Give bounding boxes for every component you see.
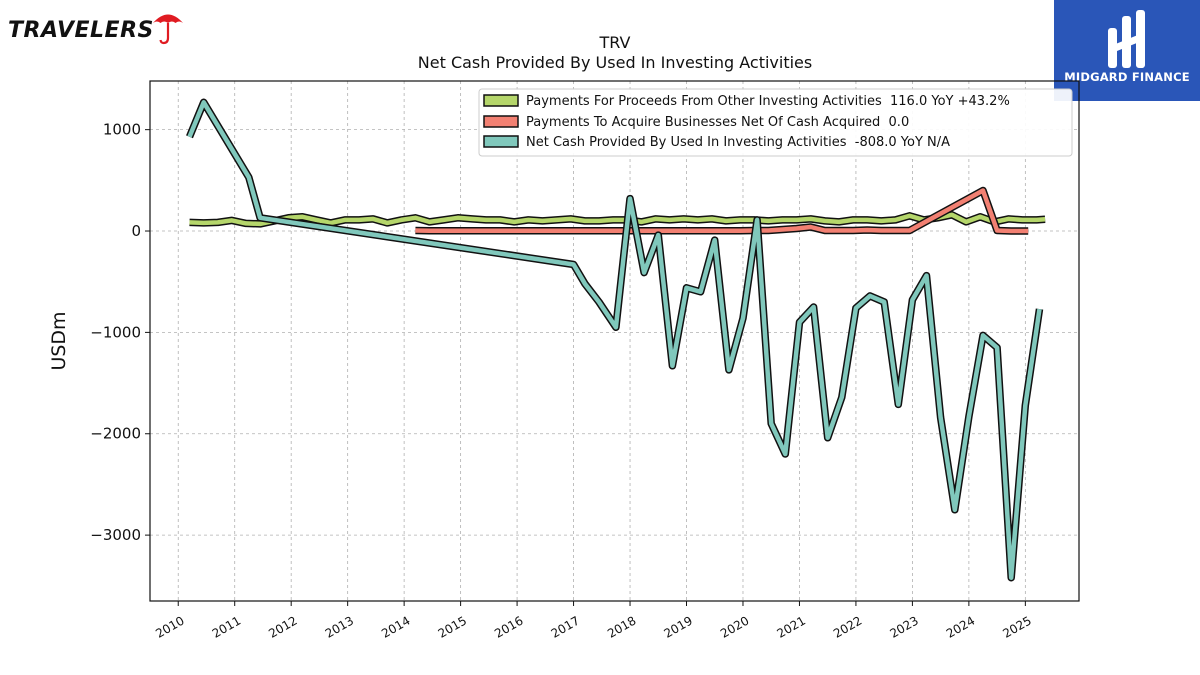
x-tick-label: 2017 [549, 613, 582, 640]
x-tick-label: 2015 [436, 613, 469, 640]
grid [150, 81, 1079, 601]
travelers-wordmark: TRAVELERS [8, 18, 154, 43]
x-tick-label: 2020 [718, 613, 751, 640]
y-tick-label: 1000 [103, 121, 141, 139]
x-tick-label: 2024 [944, 613, 977, 640]
x-tick-label: 2011 [210, 613, 243, 640]
x-tick-label: 2016 [492, 613, 525, 640]
midgard-wordmark: MIDGARD FINANCE [1064, 70, 1190, 84]
series-outline-net-cash-provided-by-used-in-investing-activities [186, 98, 1044, 582]
x-tick-label: 2018 [605, 613, 638, 640]
midgard-logo-icon [1102, 10, 1152, 70]
y-axis-label: USDm [48, 311, 70, 370]
legend-item: Net Cash Provided By Used In Investing A… [483, 135, 950, 150]
legend-box [478, 88, 1073, 157]
legend-item: Payments To Acquire Businesses Net Of Ca… [483, 115, 909, 130]
x-tick-label: 2021 [774, 613, 807, 640]
legend-label-payments-other: Payments For Proceeds From Other Investi… [526, 94, 1010, 109]
travelers-logo: TRAVELERS [8, 8, 186, 48]
x-tick-label: 2013 [323, 613, 356, 640]
series-lines [186, 98, 1046, 582]
y-tick-label: 0 [131, 222, 141, 240]
x-tick-label: 2023 [887, 613, 920, 640]
series-outline-payments-to-acquire-businesses-net-of-cash-acquired [415, 186, 1030, 235]
x-tick-label: 2019 [662, 613, 695, 640]
legend: Payments For Proceeds From Other Investi… [478, 88, 1073, 157]
y-tick-label: −1000 [90, 323, 141, 341]
x-tick-label: 2012 [266, 613, 299, 640]
series-line-payments-to-acquire-businesses-net-of-cash-acquired [415, 188, 1029, 234]
legend-label-net-investing: Net Cash Provided By Used In Investing A… [526, 135, 950, 150]
chart-subtitle: Net Cash Provided By Used In Investing A… [418, 53, 812, 72]
y-tick-label: −3000 [90, 526, 141, 544]
x-tick-label: 2022 [831, 613, 864, 640]
legend-item: Payments For Proceeds From Other Investi… [483, 94, 1010, 109]
legend-label-acquire-businesses: Payments To Acquire Businesses Net Of Ca… [526, 115, 909, 130]
midgard-finance-logo: MIDGARD FINANCE [1054, 0, 1200, 101]
plot-frame [149, 80, 1080, 602]
y-tick-label: −2000 [90, 425, 141, 443]
umbrella-icon [150, 8, 186, 48]
legend-swatch-payments-other [483, 94, 519, 107]
series-line-net-cash-provided-by-used-in-investing-activities [187, 100, 1042, 580]
x-tick-label: 2025 [1000, 613, 1033, 640]
series-line-payments-for-proceeds-from-other-investing-activities [189, 212, 1046, 227]
legend-swatch-net-investing [483, 135, 519, 148]
x-tick-label: 2010 [153, 613, 186, 640]
x-tick-label: 2014 [379, 613, 412, 640]
chart-title: TRV [599, 33, 631, 52]
legend-swatch-acquire-businesses [483, 115, 519, 128]
